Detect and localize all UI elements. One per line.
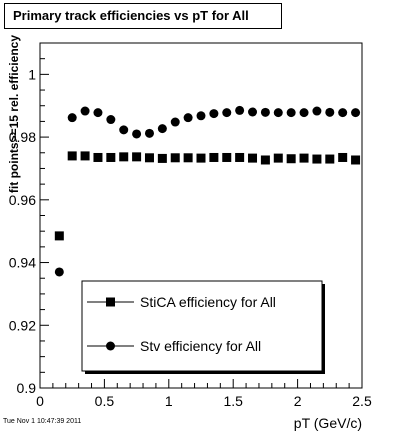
legend-shadow-bottom — [85, 371, 325, 374]
stica-point — [157, 153, 167, 163]
stv-point — [325, 107, 335, 117]
stica-point — [351, 155, 361, 165]
x-tick-label: 2.5 — [352, 393, 372, 409]
legend: StiCA efficiency for All Stv efficiency … — [81, 280, 325, 374]
x-axis-label: pT (GeV/c) — [294, 415, 362, 431]
stv-point — [299, 108, 309, 118]
stica-point — [209, 152, 219, 162]
stica-point — [325, 154, 335, 164]
stica-point — [248, 153, 258, 163]
y-tick-label: 1 — [28, 66, 36, 82]
timestamp: Tue Nov 1 10:47:39 2011 — [3, 418, 82, 425]
stv-point — [67, 113, 77, 123]
chart-title: Primary track efficiencies vs pT for All — [4, 3, 282, 29]
stica-point — [273, 153, 283, 163]
stv-point — [312, 106, 322, 116]
legend-label-stv: Stv efficiency for All — [140, 338, 261, 354]
stica-point — [80, 151, 90, 161]
stica-point — [286, 154, 296, 164]
stica-point — [260, 155, 270, 165]
y-tick-label: 0.92 — [9, 317, 36, 333]
y-tick-label: 0.9 — [17, 380, 37, 396]
stica-point — [235, 152, 245, 162]
stv-point — [196, 111, 206, 121]
stica-point — [222, 152, 232, 162]
axes-layer: 0 0.5 1 1.5 2 2.5 0.9 0.92 0.94 0.96 0.98 1 — [9, 42, 372, 409]
stica-point — [170, 153, 180, 163]
x-tick-label: 1.5 — [223, 393, 243, 409]
stv-point — [119, 125, 129, 135]
stica-point — [144, 153, 154, 163]
y-tick-label: 0.94 — [9, 255, 36, 271]
stv-point — [260, 107, 270, 117]
stv-point — [351, 108, 361, 118]
stv-point — [93, 108, 103, 118]
stica-point — [312, 154, 322, 164]
y-axis-label: fit points>=15 rel. efficiency — [7, 35, 21, 193]
stv-point — [183, 113, 193, 123]
x-tick-label: 1 — [165, 393, 173, 409]
stv-point — [157, 124, 167, 134]
stica-point — [299, 153, 309, 163]
stv-point — [170, 117, 180, 127]
x-tick-label: 2 — [294, 393, 302, 409]
stv-point — [273, 108, 283, 118]
legend-label-stica: StiCA efficiency for All — [140, 294, 276, 310]
marks-layer — [54, 105, 361, 277]
y-tick-label: 0.96 — [9, 192, 36, 208]
stica-point — [67, 151, 77, 161]
legend-shadow-right — [322, 284, 325, 374]
stica-point — [119, 152, 129, 162]
stv-point — [106, 115, 116, 125]
stv-point — [54, 267, 64, 277]
y-tick-label: 0.98 — [9, 129, 36, 145]
stv-point — [80, 106, 90, 116]
stica-point — [196, 153, 206, 163]
x-tick-label: 0 — [36, 393, 44, 409]
legend-box — [81, 280, 323, 372]
stica-point — [132, 152, 142, 162]
stica-point — [93, 152, 103, 162]
x-tick-label: 0.5 — [95, 393, 115, 409]
stv-point — [248, 107, 258, 117]
stv-point — [286, 108, 296, 118]
stica-point — [183, 153, 193, 163]
stica-point — [106, 152, 116, 162]
stica-point — [338, 152, 348, 162]
stv-point — [338, 108, 348, 118]
stv-point — [144, 128, 154, 138]
stica-point — [54, 231, 64, 241]
stv-point — [209, 109, 219, 119]
legend-marker-stv — [106, 341, 115, 351]
stv-point — [132, 129, 142, 139]
stv-point — [222, 108, 232, 118]
legend-marker-stica — [106, 297, 115, 307]
stv-point — [235, 105, 245, 115]
